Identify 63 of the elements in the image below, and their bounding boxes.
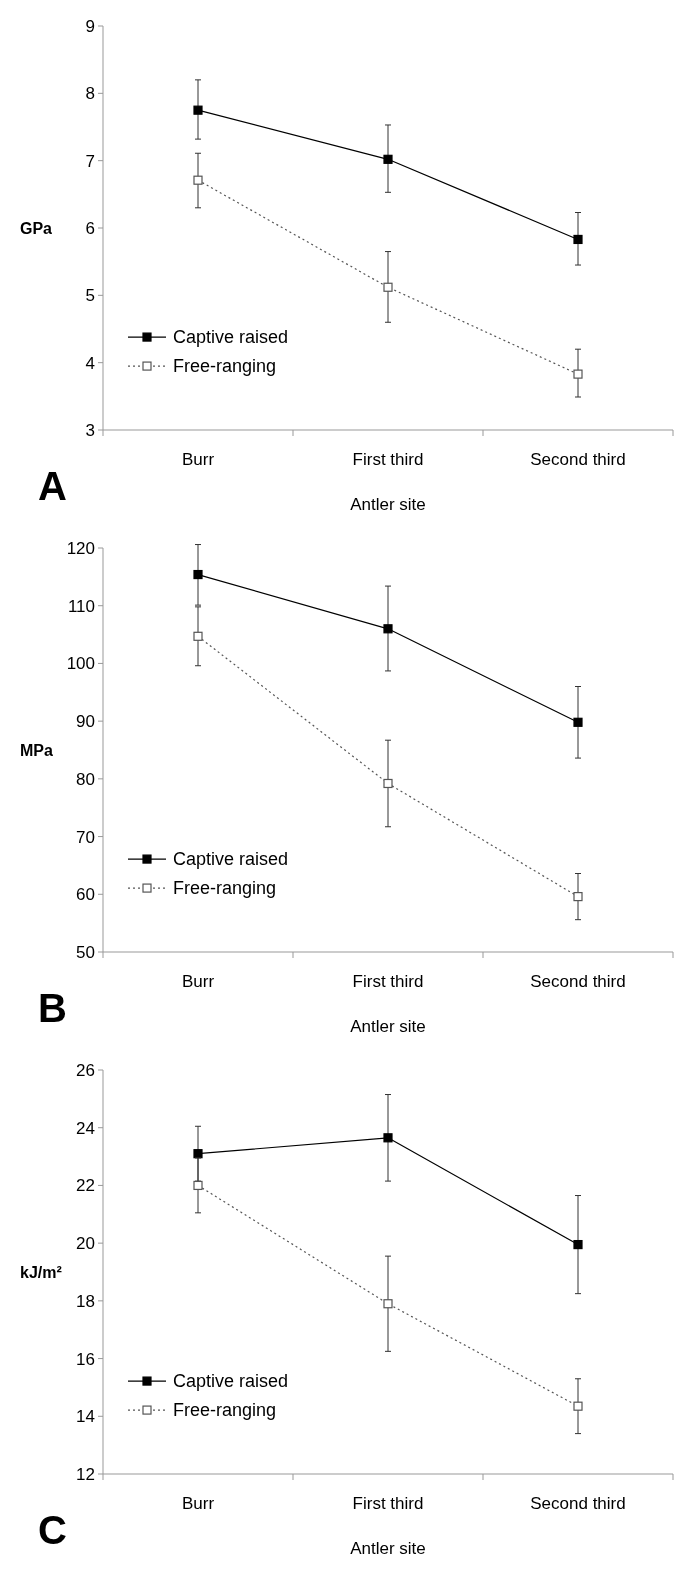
point	[383, 624, 393, 634]
y-tick-label: 26	[76, 1060, 95, 1080]
point	[573, 891, 583, 902]
y-tick-label: 90	[76, 712, 95, 732]
y-tick-label: 6	[85, 218, 95, 238]
y-tick-label: 8	[85, 84, 95, 104]
point	[383, 282, 393, 292]
y-tick-label: 9	[85, 16, 95, 36]
y-axis-title: MPa	[20, 741, 53, 759]
point	[573, 1239, 583, 1250]
point	[383, 778, 393, 789]
x-tick-label: First third	[352, 450, 424, 469]
y-tick-label: 100	[66, 654, 95, 674]
x-tick-label: Burr	[181, 1494, 215, 1513]
legend-label: Captive raised	[173, 1371, 289, 1392]
x-axis-title: Antler site	[350, 1017, 426, 1036]
point	[193, 175, 203, 185]
y-tick-label: 110	[67, 596, 95, 616]
x-tick-label: First third	[352, 1494, 424, 1513]
point	[573, 234, 583, 245]
y-axis-title: GPa	[20, 219, 53, 237]
y-tick-label: 80	[76, 769, 95, 789]
x-tick-label: Second third	[530, 450, 626, 469]
y-tick-label: 18	[76, 1291, 95, 1311]
y-tick-label: 120	[66, 538, 95, 558]
x-tick-label: Burr	[181, 972, 215, 991]
y-tick-label: 16	[76, 1349, 95, 1369]
legend-label: Captive raised	[173, 849, 289, 870]
y-axis-title: kJ/m²	[20, 1263, 62, 1281]
y-tick-label: 24	[76, 1118, 95, 1138]
y-tick-label: 4	[85, 353, 95, 373]
point	[193, 569, 203, 580]
text: B	[38, 986, 67, 1030]
x-tick-label: Second third	[530, 1494, 626, 1513]
point	[383, 154, 393, 164]
text: A	[38, 464, 67, 508]
y-tick-label: 20	[76, 1234, 95, 1254]
y-tick-label: 60	[76, 885, 95, 905]
x-tick-label: Second third	[530, 972, 626, 991]
x-axis-title: Antler site	[350, 495, 426, 514]
y-tick-label: 70	[76, 827, 95, 847]
y-tick-label: 50	[76, 942, 95, 962]
x-tick-label: Burr	[181, 450, 215, 469]
x-axis-title: Antler site	[350, 1539, 426, 1558]
point	[193, 631, 203, 641]
y-tick-label: 12	[76, 1464, 95, 1484]
point	[193, 105, 203, 115]
y-tick-label: 3	[85, 420, 95, 440]
y-tick-label: 22	[76, 1176, 95, 1196]
legend-label: Free-ranging	[173, 878, 277, 899]
legend-label: Captive raised	[173, 327, 289, 348]
y-tick-label: 7	[85, 151, 95, 171]
text: C	[38, 1508, 67, 1552]
point	[383, 1133, 393, 1143]
y-tick-label: 14	[76, 1407, 95, 1427]
point	[573, 717, 583, 727]
point	[573, 369, 583, 379]
legend-label: Free-ranging	[173, 356, 277, 377]
legend-label: Free-ranging	[173, 1400, 277, 1421]
x-tick-label: First third	[352, 972, 424, 991]
point	[573, 1401, 583, 1411]
y-tick-label: 5	[85, 286, 95, 306]
point	[383, 1299, 393, 1309]
